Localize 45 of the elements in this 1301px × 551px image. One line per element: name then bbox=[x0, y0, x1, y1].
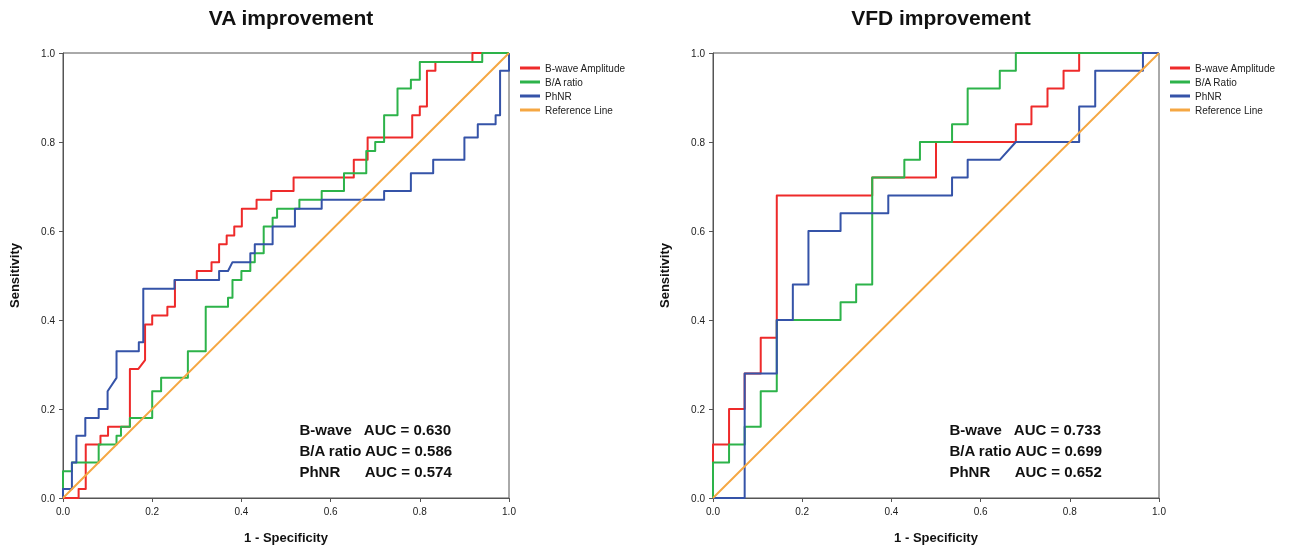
chart-title: VFD improvement bbox=[851, 6, 1031, 29]
x-tick-label: 0.0 bbox=[56, 505, 71, 517]
x-tick-label: 0.4 bbox=[234, 505, 249, 517]
y-tick-label: 0.0 bbox=[41, 492, 56, 504]
x-tick-label: 0.2 bbox=[145, 505, 160, 517]
x-axis-title: 1 - Specificity bbox=[244, 530, 329, 545]
y-tick-label: 0.8 bbox=[691, 136, 706, 148]
x-tick-label: 1.0 bbox=[1152, 505, 1167, 517]
y-tick-label: 0.4 bbox=[41, 314, 56, 326]
y-tick-label: 0.4 bbox=[691, 314, 706, 326]
x-tick-label: 0.4 bbox=[884, 505, 899, 517]
y-tick-label: 0.2 bbox=[41, 403, 56, 415]
legend-label: B/A ratio bbox=[545, 76, 584, 88]
y-tick-label: 0.0 bbox=[691, 492, 706, 504]
legend-label: B-wave Amplitude bbox=[545, 62, 626, 74]
annotation: B-wave AUC = 0.733 bbox=[949, 421, 1101, 439]
y-tick-label: 0.2 bbox=[691, 403, 706, 415]
x-tick-label: 0.8 bbox=[412, 505, 428, 517]
x-axis-title: 1 - Specificity bbox=[894, 530, 979, 545]
y-tick-label: 1.0 bbox=[41, 47, 56, 59]
x-tick-label: 1.0 bbox=[502, 505, 517, 517]
y-axis-title: Sensitivity bbox=[7, 242, 22, 309]
x-tick-label: 0.0 bbox=[706, 505, 721, 517]
legend-label: PhNR bbox=[545, 90, 572, 102]
x-tick-label: 0.6 bbox=[323, 505, 338, 517]
y-tick-label: 0.8 bbox=[41, 136, 56, 148]
x-tick-label: 0.8 bbox=[1062, 505, 1078, 517]
legend-label: PhNR bbox=[1195, 90, 1222, 102]
legend-label: B/A Ratio bbox=[1195, 76, 1238, 88]
y-tick-label: 0.6 bbox=[691, 225, 706, 237]
y-axis-title: Sensitivity bbox=[657, 242, 672, 309]
annotation: PhNR AUC = 0.574 bbox=[299, 463, 453, 481]
annotation: B/A ratio AUC = 0.586 bbox=[299, 442, 453, 460]
x-tick-label: 0.6 bbox=[973, 505, 988, 517]
line-series bbox=[712, 52, 1160, 499]
y-tick-label: 0.6 bbox=[41, 225, 56, 237]
x-tick-label: 0.2 bbox=[795, 505, 810, 517]
annotation: B-wave AUC = 0.630 bbox=[299, 421, 451, 439]
y-tick-label: 1.0 bbox=[691, 47, 706, 59]
legend-label: B-wave Amplitude bbox=[1195, 62, 1276, 74]
legend-label: Reference Line bbox=[1195, 104, 1264, 116]
legend-label: Reference Line bbox=[545, 104, 614, 116]
annotation: PhNR AUC = 0.652 bbox=[949, 463, 1102, 481]
annotation: B/A ratio AUC = 0.699 bbox=[949, 442, 1103, 460]
chart-title: VA improvement bbox=[208, 6, 374, 29]
